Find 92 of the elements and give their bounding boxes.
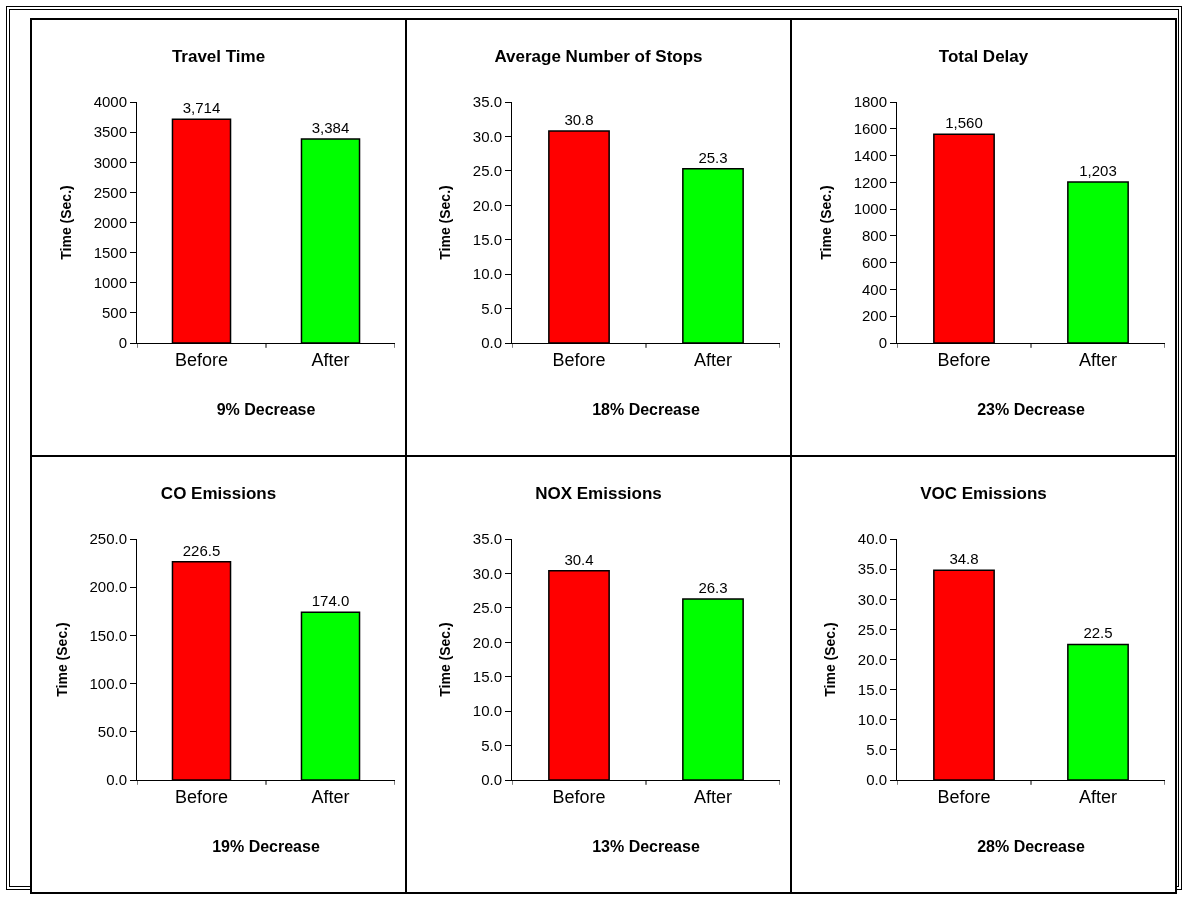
y-tick-label: 35.0: [472, 93, 502, 111]
y-axis-title: Time (Sec.): [437, 185, 454, 260]
y-tick-label: 0.0: [481, 771, 502, 789]
x-tick-label: After: [693, 349, 733, 370]
data-label: 30.4: [564, 550, 594, 568]
y-axis-title: Time (Sec.): [437, 622, 454, 697]
y-tick-label: 200.0: [89, 578, 127, 596]
x-axis-title: 18% Decrease: [592, 401, 700, 419]
data-label: 1,203: [1079, 161, 1117, 179]
y-axis-title: Time (Sec.): [54, 622, 71, 697]
y-tick-label: 35.0: [472, 530, 502, 548]
y-tick-label: 25.0: [857, 620, 887, 638]
y-tick-label: 800: [861, 227, 887, 245]
data-label: 226.5: [182, 541, 221, 559]
y-axis-title: Time (Sec.): [822, 622, 839, 697]
y-tick-label: 500: [101, 304, 127, 322]
y-axis-title: Time (Sec.): [818, 185, 835, 260]
data-label: 3,384: [311, 119, 350, 137]
data-label: 3,714: [182, 99, 221, 117]
y-tick-label: 600: [861, 253, 887, 271]
y-tick-label: 0.0: [866, 771, 887, 789]
x-tick-label: Before: [174, 786, 229, 807]
y-tick-label: 10.0: [857, 711, 887, 728]
y-tick-label: 20.0: [472, 633, 502, 651]
y-tick-label: 5.0: [481, 299, 502, 317]
y-axis-title: Time (Sec.): [58, 185, 75, 260]
y-tick-label: 5.0: [481, 736, 502, 754]
data-label: 1,560: [945, 114, 983, 132]
x-axis-title: 28% Decrease: [977, 838, 1085, 856]
chart-title: Travel Time: [171, 46, 266, 66]
y-tick-label: 1000: [93, 274, 127, 291]
y-tick-label: 0: [118, 334, 127, 352]
y-tick-label: 1500: [93, 243, 127, 261]
y-tick-label: 1000: [853, 200, 887, 218]
x-tick-label: Before: [937, 786, 991, 807]
y-tick-label: 2000: [93, 213, 127, 231]
chart-title: Average Number of Stops: [494, 46, 703, 66]
y-tick-label: 1200: [853, 173, 887, 191]
y-tick-label: 3000: [93, 153, 127, 171]
y-tick-label: 15.0: [472, 230, 502, 248]
chart-title: VOC Emissions: [920, 483, 1047, 503]
y-tick-label: 30.0: [857, 590, 887, 608]
y-tick-label: 4000: [93, 93, 127, 111]
y-tick-label: 20.0: [857, 650, 887, 668]
y-tick-label: 150.0: [89, 626, 127, 644]
y-tick-label: 20.0: [472, 196, 502, 214]
y-tick-label: 1400: [853, 146, 887, 164]
y-tick-label: 5.0: [866, 741, 887, 759]
data-label: 30.8: [564, 110, 594, 128]
y-tick-label: 0: [878, 334, 887, 352]
y-tick-label: 35.0: [857, 560, 887, 578]
chart-title: Total Delay: [938, 46, 1029, 66]
data-label: 34.8: [949, 550, 979, 568]
x-tick-label: After: [311, 349, 350, 370]
x-tick-label: Before: [552, 349, 606, 370]
y-tick-label: 0.0: [481, 334, 502, 352]
y-tick-label: 40.0: [857, 530, 887, 548]
x-tick-label: After: [693, 786, 733, 807]
y-tick-label: 0.0: [106, 771, 127, 789]
x-tick-label: Before: [174, 349, 229, 370]
y-tick-label: 2500: [93, 183, 127, 201]
chart-title: NOX Emissions: [535, 483, 662, 503]
y-tick-label: 400: [861, 280, 887, 298]
x-tick-label: After: [1078, 349, 1118, 370]
data-label: 22.5: [1083, 624, 1113, 642]
x-axis-title: 9% Decrease: [216, 401, 316, 419]
x-axis-title: 13% Decrease: [592, 838, 700, 856]
y-tick-label: 1800: [853, 93, 887, 111]
y-tick-label: 10.0: [472, 702, 502, 720]
x-tick-label: Before: [937, 349, 991, 370]
x-axis-title: 19% Decrease: [212, 838, 320, 856]
y-tick-label: 1600: [853, 120, 887, 138]
x-tick-label: Before: [552, 786, 606, 807]
x-tick-label: After: [311, 786, 350, 807]
data-label: 174.0: [311, 592, 350, 610]
y-tick-label: 10.0: [472, 265, 502, 283]
y-tick-label: 30.0: [472, 564, 502, 582]
y-tick-label: 3500: [93, 123, 127, 141]
data-label: 25.3: [698, 148, 728, 166]
x-axis-title: 23% Decrease: [977, 401, 1085, 419]
y-tick-label: 100.0: [89, 674, 127, 692]
y-tick-label: 25.0: [472, 162, 502, 180]
y-tick-label: 15.0: [472, 667, 502, 685]
chart-title: CO Emissions: [160, 483, 277, 503]
y-tick-label: 30.0: [472, 127, 502, 145]
y-tick-label: 200: [861, 307, 887, 325]
x-tick-label: After: [1078, 786, 1118, 807]
y-tick-label: 15.0: [857, 680, 887, 698]
y-tick-label: 250.0: [89, 530, 127, 548]
y-tick-label: 50.0: [97, 723, 127, 741]
data-label: 26.3: [698, 578, 728, 596]
y-tick-label: 25.0: [472, 599, 502, 617]
